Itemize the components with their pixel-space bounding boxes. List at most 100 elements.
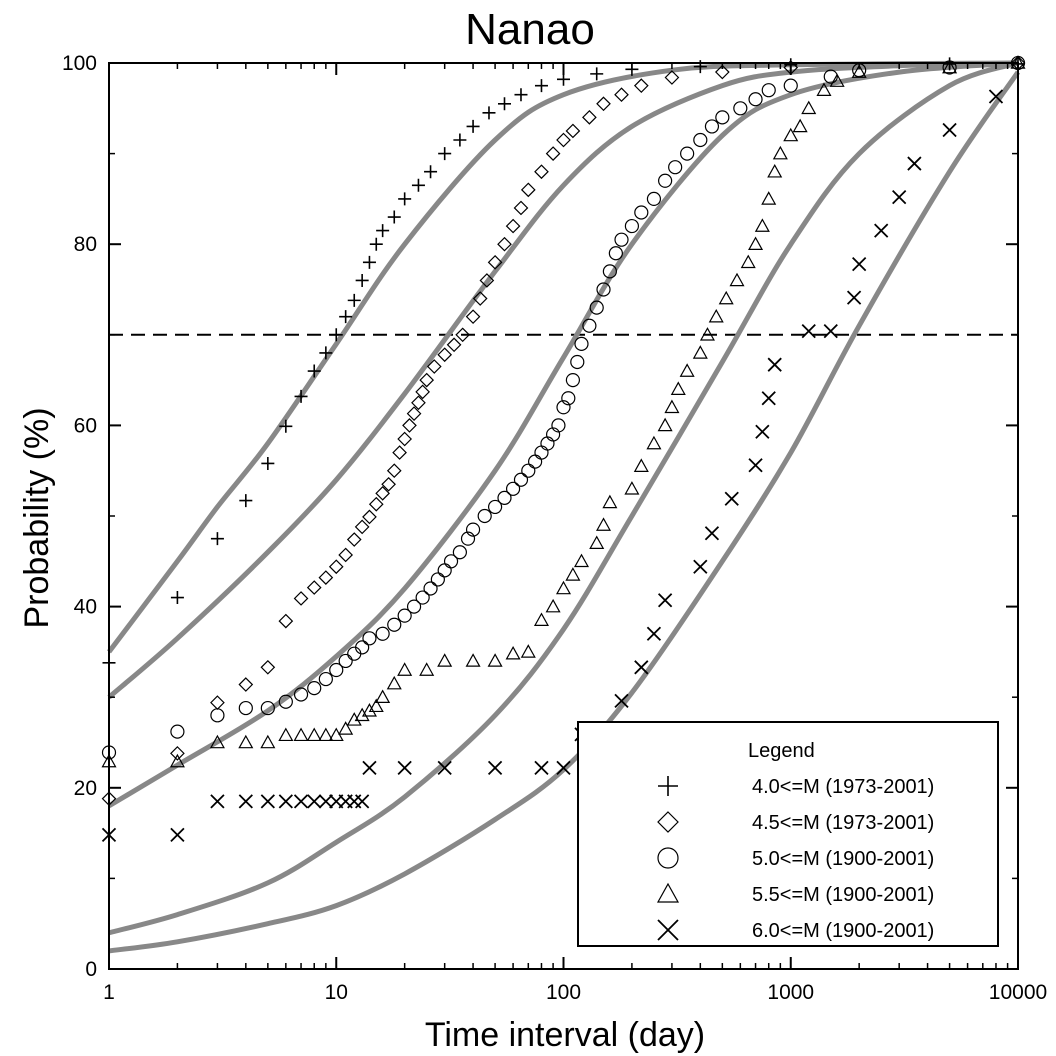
x-axis-label: Time interval (day): [425, 1016, 705, 1054]
data-point: [347, 293, 361, 307]
data-point: [668, 160, 683, 175]
data-point: [446, 337, 462, 353]
data-point: [318, 671, 333, 687]
data-point: [306, 727, 322, 742]
data-point: [415, 384, 431, 400]
data-point: [368, 496, 384, 512]
data-point: [545, 146, 561, 161]
data-point: [633, 458, 649, 472]
data-point: [602, 494, 618, 509]
chart-title: Nanao: [465, 5, 595, 54]
data-point: [590, 67, 604, 81]
data-point: [318, 794, 333, 809]
data-point: [411, 395, 426, 411]
data-point: [801, 324, 816, 339]
data-point: [907, 156, 922, 171]
data-point: [513, 200, 529, 216]
data-point: [392, 445, 407, 460]
data-point: [376, 224, 390, 238]
x-tick-label: 1: [103, 981, 115, 1004]
data-point: [874, 223, 889, 238]
data-point: [792, 118, 808, 133]
data-point: [505, 645, 521, 660]
data-point: [942, 59, 958, 74]
data-point: [466, 119, 480, 133]
legend-marker: [656, 882, 680, 903]
data-point: [783, 127, 799, 142]
data-point: [556, 760, 571, 776]
data-point: [238, 677, 254, 692]
data-point: [589, 300, 604, 315]
data-point: [561, 391, 576, 406]
x-tick-label: 10: [325, 981, 348, 1004]
data-point: [437, 653, 453, 667]
data-point: [851, 64, 867, 78]
data-point: [261, 456, 275, 470]
data-point: [479, 273, 495, 288]
fit-curve: [107, 60, 1019, 809]
data-point: [238, 794, 253, 809]
data-point: [658, 173, 673, 188]
data-point: [375, 626, 390, 641]
data-point: [260, 700, 275, 716]
data-point: [419, 372, 435, 388]
data-point: [555, 580, 572, 595]
data-point: [375, 486, 390, 501]
data-point: [209, 734, 225, 749]
data-point: [520, 182, 536, 198]
data-point: [455, 327, 471, 343]
legend: Legend 4.0<=M (1973-2001) 4.5<=M (1973-20…: [577, 721, 999, 947]
data-point: [487, 760, 503, 776]
data-point: [239, 494, 253, 508]
data-point: [823, 324, 838, 339]
data-point: [443, 554, 459, 569]
y-tick-label: 40: [74, 596, 97, 619]
data-point: [307, 794, 322, 809]
data-point: [453, 133, 467, 147]
data-point: [582, 318, 597, 333]
data-point: [767, 163, 783, 178]
y-tick-label: 60: [74, 414, 97, 437]
data-point: [565, 123, 581, 139]
data-point: [679, 363, 695, 377]
data-point: [278, 613, 294, 629]
data-point: [362, 509, 377, 525]
data-point: [852, 256, 867, 272]
data-point: [602, 264, 617, 279]
data-point: [293, 794, 309, 809]
data-point: [355, 794, 370, 809]
data-point: [715, 110, 730, 125]
data-point: [693, 132, 708, 148]
data-point: [565, 373, 581, 388]
data-point: [424, 165, 438, 179]
data-point: [346, 532, 362, 547]
data-point: [497, 97, 511, 111]
data-point: [293, 687, 309, 702]
data-point: [386, 675, 402, 690]
data-point: [514, 88, 528, 102]
data-point: [942, 122, 957, 138]
data-point: [465, 522, 481, 537]
data-point: [767, 357, 782, 372]
data-point: [657, 417, 673, 432]
data-point: [411, 178, 425, 192]
data-point: [368, 698, 384, 713]
data-point: [714, 64, 730, 80]
data-point: [761, 191, 777, 205]
data-point: [328, 559, 344, 575]
data-point: [210, 695, 225, 710]
data-point: [724, 491, 739, 506]
data-point: [816, 82, 832, 96]
data-point: [318, 570, 334, 585]
data-point: [375, 689, 391, 703]
data-point: [748, 92, 763, 107]
data-point: [406, 406, 422, 421]
data-point: [354, 707, 370, 722]
data-point: [646, 626, 662, 641]
data-point: [596, 282, 611, 297]
data-point: [748, 236, 764, 250]
data-point: [170, 746, 185, 761]
legend-marker: [657, 919, 679, 941]
data-point: [521, 463, 536, 478]
data-point: [169, 753, 185, 768]
